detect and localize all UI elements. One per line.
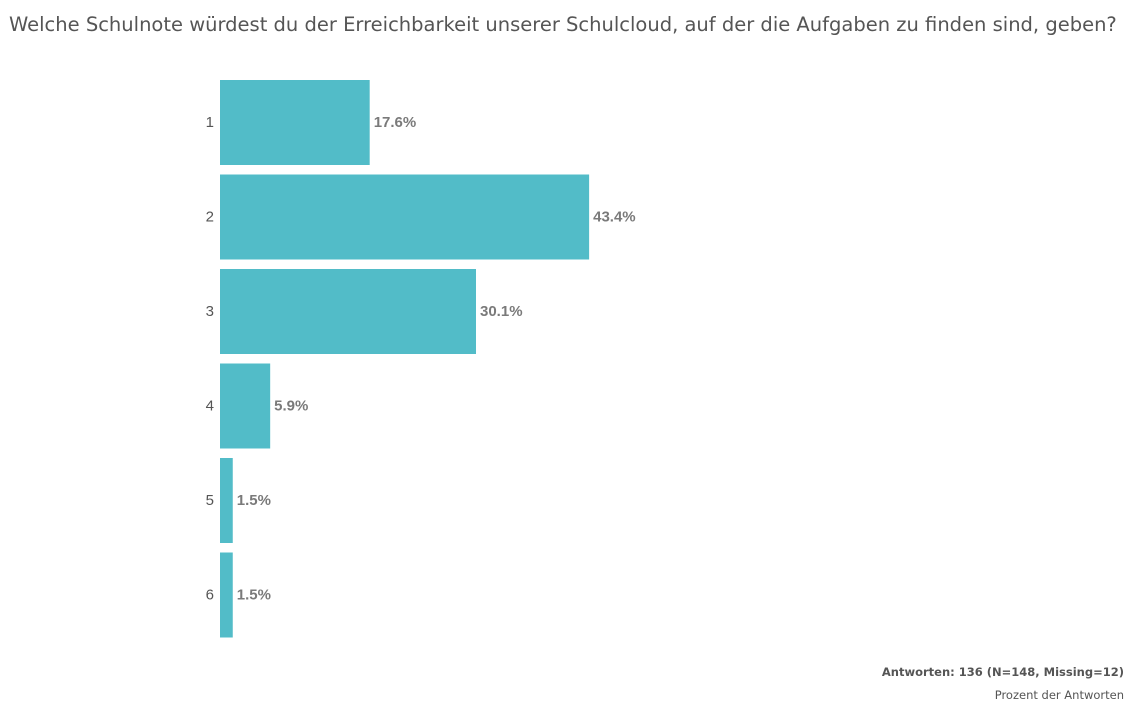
- x-axis-label: Prozent der Antworten: [994, 688, 1124, 702]
- category-label-1: 1: [206, 114, 214, 131]
- bar-2: [220, 174, 590, 260]
- chart-title: Welche Schulnote würdest du der Erreichb…: [9, 13, 1117, 36]
- response-count-note: Antworten: 136 (N=148, Missing=12): [881, 665, 1124, 679]
- category-label-6: 6: [206, 587, 214, 604]
- value-label-2: 43.4%: [593, 209, 636, 226]
- bar-6: [220, 552, 233, 638]
- category-label-3: 3: [206, 303, 214, 320]
- value-label-1: 17.6%: [374, 114, 417, 131]
- category-label-5: 5: [206, 492, 214, 509]
- bar-4: [220, 363, 271, 449]
- bar-5: [220, 458, 233, 543]
- category-label-2: 2: [206, 209, 214, 226]
- value-label-3: 30.1%: [480, 303, 523, 320]
- value-label-5: 1.5%: [237, 492, 271, 509]
- value-label-6: 1.5%: [237, 587, 271, 604]
- category-label-4: 4: [206, 398, 214, 415]
- value-label-4: 5.9%: [274, 398, 308, 415]
- bar-3: [220, 269, 477, 354]
- bar-1: [220, 80, 370, 165]
